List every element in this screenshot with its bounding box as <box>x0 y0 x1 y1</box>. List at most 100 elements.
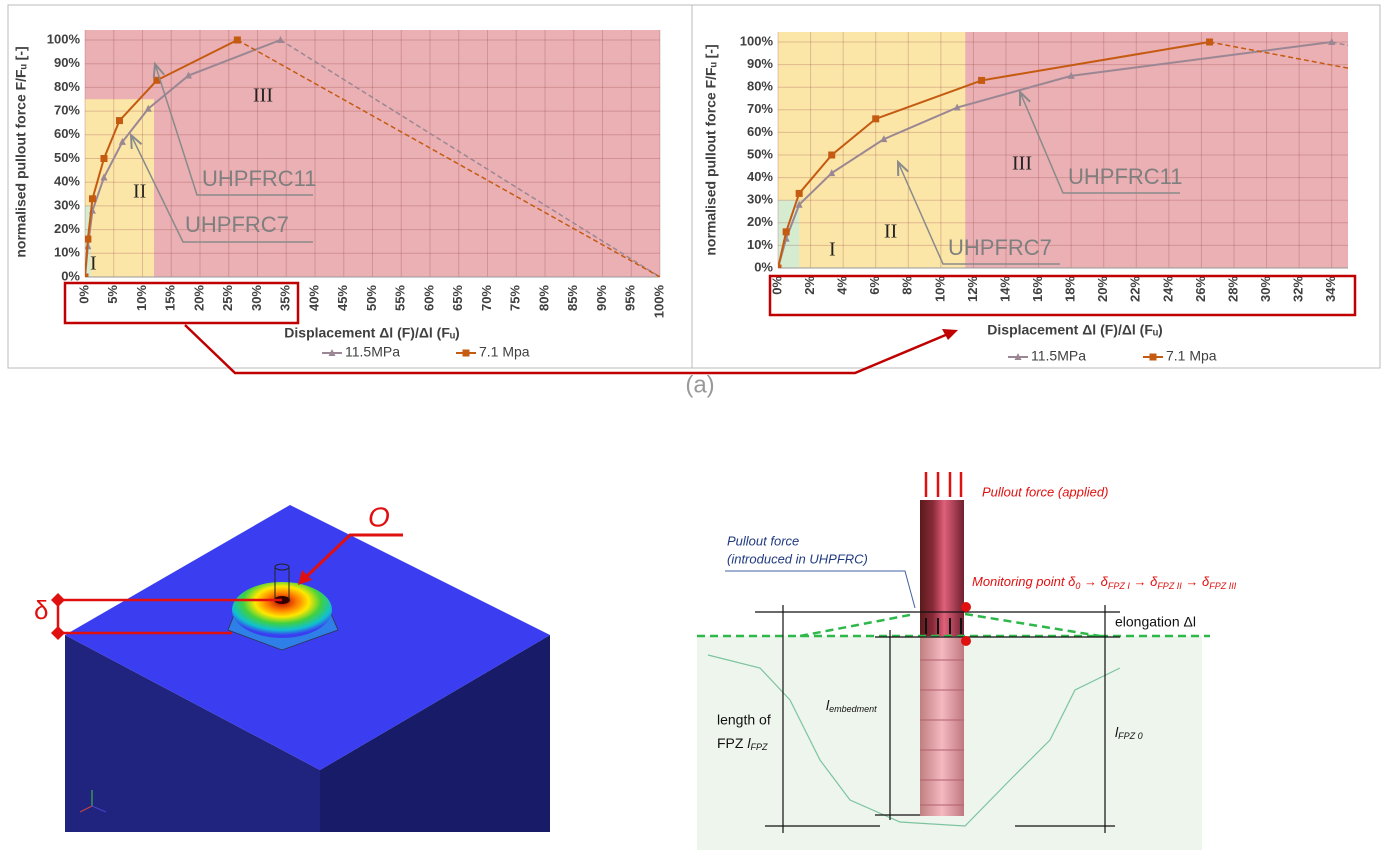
y-tick-label: 100% <box>47 31 81 46</box>
subscript: embedment <box>829 704 877 714</box>
region-label: II <box>133 181 146 203</box>
x-axis-label: Displacement Δl (F)/Δl (Fᵤ) <box>284 325 459 341</box>
legend-label: 7.1 Mpa <box>1166 348 1217 364</box>
marker <box>872 115 879 122</box>
x-tick-label: 60% <box>421 285 436 311</box>
y-axis-label: normalised pullout force F/Fᵤ [-] <box>703 44 719 255</box>
marker <box>783 228 790 235</box>
marker <box>51 593 65 607</box>
x-tick-label: 65% <box>450 285 465 311</box>
x-tick-label: 22% <box>1128 276 1143 302</box>
y-tick-label: 50% <box>747 146 773 161</box>
y-tick-label: 90% <box>54 55 80 70</box>
y-tick-label: 20% <box>54 221 80 236</box>
x-tick-label: 90% <box>594 285 609 311</box>
fpz-length-label: length of <box>717 712 771 728</box>
y-tick-label: 70% <box>747 101 773 116</box>
subscript: FPZ <box>750 742 768 752</box>
annotation: UHPFRC7 <box>185 212 289 237</box>
x-tick-label: 6% <box>867 276 882 295</box>
y-tick-label: 20% <box>747 214 773 229</box>
x-tick-label: 10% <box>134 285 149 311</box>
y-tick-label: 10% <box>747 237 773 252</box>
x-tick-label: 95% <box>623 285 638 311</box>
x-tick-label: 30% <box>249 285 264 311</box>
x-tick-label: 10% <box>932 276 947 302</box>
x-tick-label: 34% <box>1323 276 1338 302</box>
x-tick-label: 80% <box>536 285 551 311</box>
subscript: FPZ III <box>1209 581 1236 591</box>
y-tick-label: 60% <box>747 124 773 139</box>
introduced-force-label: (introduced in UHPFRC) <box>727 551 868 566</box>
y-tick-label: 90% <box>747 56 773 71</box>
figure: IIIIII0%10%20%30%40%50%60%70%80%90%100%0… <box>0 0 1385 850</box>
legend-label: 7.1 Mpa <box>479 344 530 360</box>
text: Monitoring point <box>972 574 1068 589</box>
x-tick-label: 100% <box>651 285 666 319</box>
x-tick-label: 14% <box>997 276 1012 302</box>
x-tick-label: 40% <box>306 285 321 311</box>
annotation: UHPFRC7 <box>948 235 1052 260</box>
x-tick-label: 50% <box>364 285 379 311</box>
x-tick-label: 16% <box>1030 276 1045 302</box>
legend-label: 11.5MPa <box>345 344 400 360</box>
applied-force-label: Pullout force (applied) <box>982 484 1108 499</box>
region-label: II <box>884 221 897 243</box>
marker <box>796 190 803 197</box>
y-tick-label: 100% <box>740 33 774 48</box>
marker <box>1206 39 1213 46</box>
y-axis-label: normalised pullout force F/Fᵤ [-] <box>13 46 29 257</box>
y-tick-label: 30% <box>54 197 80 212</box>
y-tick-label: 80% <box>54 79 80 94</box>
marker <box>828 152 835 159</box>
text: FPZ <box>717 735 747 751</box>
marker <box>100 155 107 162</box>
region-label: I <box>90 253 97 275</box>
x-tick-label: 35% <box>278 285 293 311</box>
point-label: O <box>368 501 390 532</box>
x-tick-label: 75% <box>508 285 523 311</box>
x-tick-label: 32% <box>1291 276 1306 302</box>
x-tick-label: 5% <box>105 285 120 304</box>
marker <box>978 77 985 84</box>
x-tick-label: 45% <box>335 285 350 311</box>
x-tick-label: 2% <box>802 276 817 295</box>
x-tick-label: 0% <box>769 276 784 295</box>
x-tick-label: 0% <box>76 285 91 304</box>
x-tick-label: 18% <box>1063 276 1078 302</box>
y-tick-label: 70% <box>54 103 80 118</box>
y-tick-label: 0% <box>61 268 80 283</box>
x-tick-label: 20% <box>1095 276 1110 302</box>
leader-line <box>725 571 915 608</box>
x-tick-label: 30% <box>1258 276 1273 302</box>
y-tick-label: 40% <box>747 169 773 184</box>
caption: (a) <box>685 371 714 398</box>
region-label: III <box>1012 153 1032 175</box>
y-tick-label: 60% <box>54 126 80 141</box>
fe-render: O δ <box>34 501 550 832</box>
y-tick-label: 0% <box>754 259 773 274</box>
legend-label: 11.5MPa <box>1031 348 1086 364</box>
marker <box>84 236 91 243</box>
x-tick-label: 24% <box>1160 276 1175 302</box>
monitoring-point <box>961 602 971 612</box>
subscript: FPZ I <box>1108 581 1130 591</box>
x-tick-label: 85% <box>565 285 580 311</box>
monitoring-label: Monitoring point δ0 → δFPZ I → δFPZ II →… <box>972 574 1237 591</box>
x-tick-label: 12% <box>965 276 980 302</box>
x-tick-label: 70% <box>479 285 494 311</box>
cone-line <box>965 614 1100 636</box>
y-tick-label: 80% <box>747 79 773 94</box>
arrow: → <box>1130 574 1150 589</box>
schematic: Pullout force (applied) Pullout force (i… <box>697 472 1237 850</box>
x-tick-label: 26% <box>1193 276 1208 302</box>
y-tick-label: 30% <box>747 192 773 207</box>
y-tick-label: 10% <box>54 245 80 260</box>
x-tick-label: 28% <box>1225 276 1240 302</box>
y-tick-label: 50% <box>54 150 80 165</box>
introduced-force-label: Pullout force <box>727 533 799 548</box>
x-tick-label: 20% <box>191 285 206 311</box>
x-tick-label: 15% <box>163 285 178 311</box>
region <box>778 32 965 268</box>
x-tick-label: 4% <box>835 276 850 295</box>
